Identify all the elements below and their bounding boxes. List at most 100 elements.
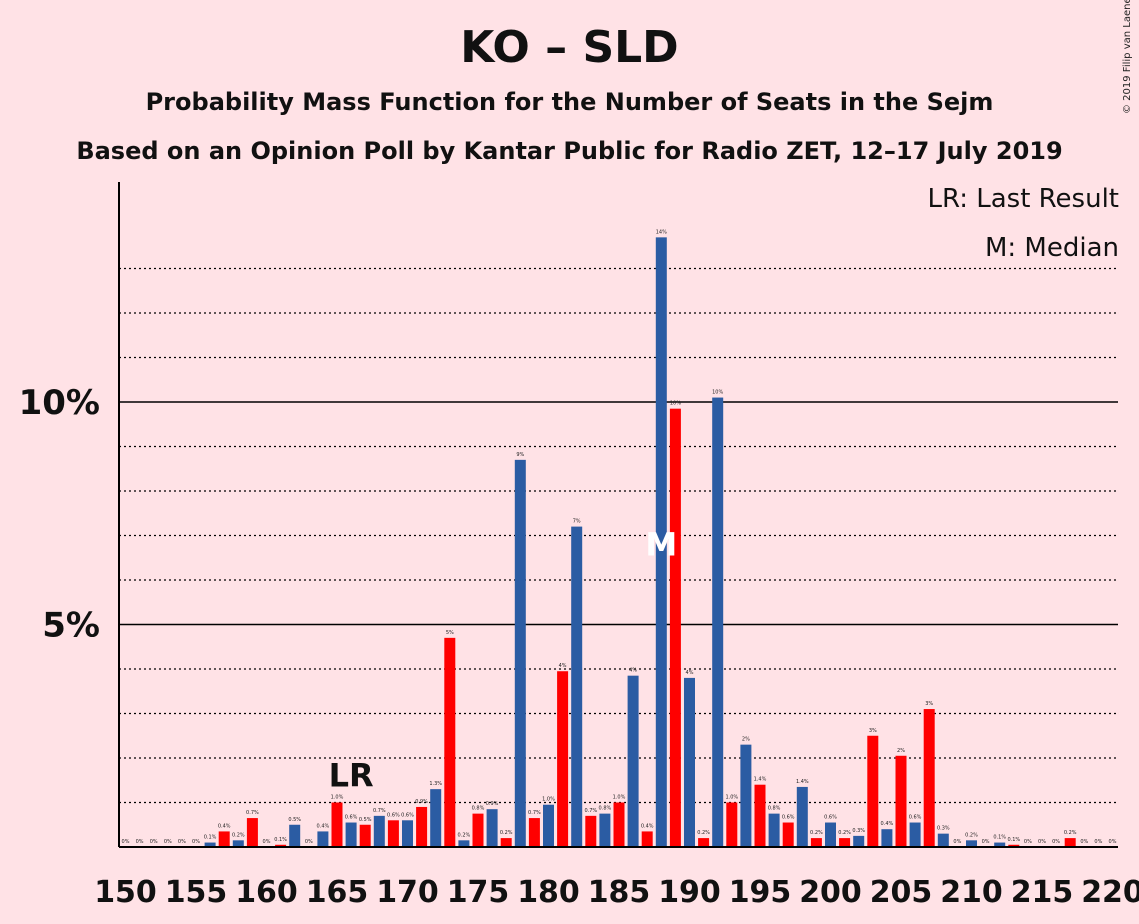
x-tick-label: 185 [588,875,651,910]
bar-seat-198 [796,786,808,847]
bar-label-179: 0.7% [528,810,541,816]
bar-label-212: 0.1% [993,835,1006,841]
bar-seat-177 [500,838,512,847]
bar-label-194: 2% [742,737,750,743]
bar-seat-200 [825,822,836,847]
last-result-marker: LR [329,757,374,795]
bar-seat-212 [994,842,1006,847]
bar-seat-204 [881,829,893,847]
bar-label-175: 0.8% [472,806,485,812]
bar-label-190: 4% [686,670,694,676]
bar-seat-174 [458,840,470,847]
bar-label-187: 0.4% [641,823,654,829]
bar-seat-176 [486,809,498,847]
x-tick-label: 195 [729,875,792,910]
bar-label-200: 0.6% [824,815,837,821]
bar-seat-185 [613,802,625,847]
bar-label-156: 0.1% [204,835,217,841]
bar-seat-217 [1064,838,1076,847]
x-tick-label: 200 [799,875,862,910]
bar-label-152: 0% [150,839,158,845]
x-axis-labels: 150 155 160 165 170 175 180 185 190 195 200 205 210 2… [94,875,1139,910]
bar-label-197: 0.6% [782,815,795,821]
bar-label-183: 0.7% [584,808,597,814]
bar-label-176: 0.9% [486,801,499,807]
bar-label-193: 1.0% [725,795,738,801]
bar-label-181: 4% [559,663,567,669]
bar-label-174: 0.2% [458,832,471,838]
bar-seat-210 [966,840,977,847]
x-tick-label: 150 [94,875,157,910]
x-tick-label: 180 [517,875,580,910]
bar-label-158: 0.2% [232,832,245,838]
x-tick-label: 170 [376,875,439,910]
bar-seat-159 [246,818,258,847]
x-tick-label: 215 [1011,875,1074,910]
bar-label-214: 0% [1024,839,1032,845]
bar-seat-181 [557,671,569,847]
bar-label-196: 0.8% [768,806,781,812]
y-tick-label: 10% [19,383,100,423]
bar-label-151: 0% [136,839,144,845]
bar-label-153: 0% [164,839,172,845]
x-tick-label: 210 [940,875,1003,910]
bar-seat-180 [543,804,554,847]
bar-seat-156 [204,842,216,847]
bar-seat-171 [416,806,428,847]
chart-grid [119,267,1118,804]
bar-seat-169 [387,820,399,847]
legend-last-result: LR: Last Result [927,184,1119,214]
x-tick-label: 175 [447,875,510,910]
bar-seat-166 [345,822,357,847]
bar-seat-168 [373,815,385,847]
bar-seat-170 [402,820,413,847]
bar-seat-157 [218,831,230,847]
bar-label-204: 0.4% [881,821,894,827]
bar-seat-193 [726,802,738,847]
bar-seat-165 [331,802,343,847]
bar-label-207: 3% [925,701,933,707]
chart-bar-labels: 0% 0% 0% 0% 0% 0%0.1%0.4%0.2%0.7%0% 0.1%0.5%0%… [122,229,1117,845]
x-tick-label: 160 [235,875,298,910]
bar-label-166: 0.6% [345,815,358,821]
median-marker: M [645,526,677,564]
bar-seat-158 [232,840,244,847]
bar-seat-186 [627,675,639,847]
bar-label-213: 0.1% [1007,837,1020,843]
bar-seat-179 [528,818,540,847]
bar-seat-164 [317,831,329,847]
y-tick-label: 5% [42,606,100,646]
chart-bars [204,237,1076,848]
x-tick-label: 190 [658,875,721,910]
chart-title: KO – SLD [460,22,679,73]
chart-axes [118,182,1118,848]
legend-median: M: Median [984,233,1119,263]
bar-seat-189 [669,408,681,847]
bar-label-219: 0% [1094,839,1102,845]
bar-label-198: 1.4% [796,779,809,785]
bar-label-199: 0.2% [810,830,823,836]
bar-label-191: 0.2% [697,830,710,836]
bar-seat-201 [839,838,851,847]
bar-label-208: 0.3% [937,826,950,832]
chart-subtitle: Probability Mass Function for the Number… [145,88,994,116]
bar-label-169: 0.6% [387,812,400,818]
y-axis-labels: 5% 10% [19,383,100,646]
bar-label-210: 0.2% [965,832,978,838]
chart-subtitle-source: Based on an Opinion Poll by Kantar Publi… [76,137,1063,165]
bar-seat-194 [740,744,752,847]
bar-label-167: 0.5% [359,817,372,823]
bar-label-157: 0.4% [218,823,231,829]
bar-seat-207 [923,709,935,847]
bar-label-209: 0% [953,839,961,845]
bar-label-159: 0.7% [246,810,259,816]
bar-label-160: 0% [263,839,271,845]
bar-seat-167 [359,824,371,847]
bar-label-172: 1.3% [429,781,442,787]
bar-label-220: 0% [1109,839,1117,845]
bar-label-173: 5% [446,630,454,636]
bar-seat-183 [585,815,597,847]
bar-label-203: 3% [869,728,877,734]
bar-seat-202 [853,835,865,847]
